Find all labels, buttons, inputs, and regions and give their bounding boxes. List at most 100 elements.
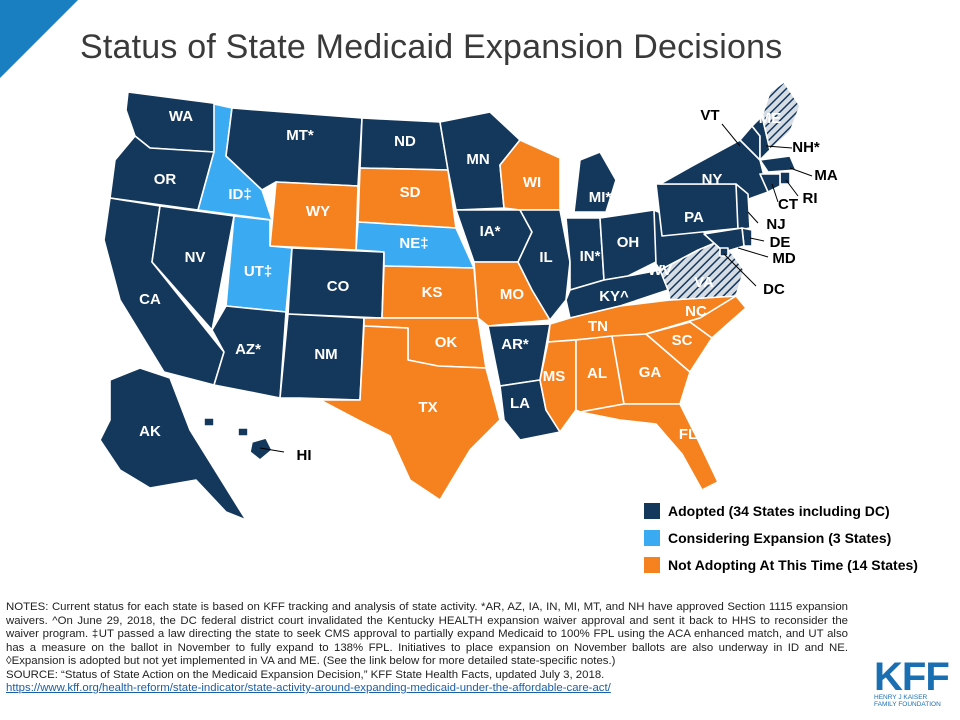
leader-line-nh — [765, 145, 793, 149]
state-label-or: OR — [154, 171, 177, 188]
us-map: WA OR CA NV ID‡ MT* WY UT‡ AZ* CO NM ND SD NE‡ KS OK TX M… — [99, 81, 838, 521]
state-tx — [319, 325, 501, 501]
state-label-ct: CT — [778, 196, 798, 213]
leader-lines — [259, 123, 813, 453]
state-label-ar: AR* — [501, 336, 529, 353]
state-label-vt: VT — [700, 107, 719, 124]
state-label-nh: NH* — [792, 139, 820, 156]
source-link[interactable]: https://www.kff.org/health-reform/state-… — [6, 682, 611, 694]
state-label-nm: NM — [314, 346, 337, 363]
state-label-wy: WY — [306, 203, 330, 220]
page-title: Status of State Medicaid Expansion Decis… — [80, 28, 783, 66]
state-nm — [279, 313, 365, 401]
state-label-ky: KY^ — [599, 288, 629, 305]
state-fl — [579, 403, 719, 491]
legend-item-considering: Considering Expansion (3 States) — [644, 524, 918, 551]
state-label-fl: FL — [679, 426, 697, 443]
legend-swatch-considering — [644, 529, 660, 546]
state-label-ms: MS — [543, 368, 566, 385]
state-label-me: ME — [759, 110, 782, 127]
corner-accent — [0, 0, 78, 78]
legend-label-adopted: Adopted (34 States including DC) — [668, 502, 890, 519]
state-label-id: ID‡ — [228, 186, 251, 203]
leader-line-md — [737, 247, 769, 258]
state-ct — [759, 173, 781, 193]
state-label-nc: NC — [685, 303, 707, 320]
state-nc — [645, 295, 747, 339]
leader-line-nj — [747, 211, 759, 224]
state-label-pa: PA — [684, 209, 704, 226]
state-label-tx: TX — [418, 399, 437, 416]
state-label-hi: HI — [297, 447, 312, 464]
state-label-ak: AK — [139, 423, 161, 440]
state-label-il: IL — [539, 249, 552, 266]
state-label-ks: KS — [422, 284, 443, 301]
state-mi — [573, 151, 617, 213]
state-ma — [759, 155, 797, 173]
state-label-de: DE — [770, 234, 791, 251]
leader-line-vt — [721, 123, 741, 147]
state-label-in: IN* — [580, 248, 601, 265]
state-label-sd: SD — [400, 184, 421, 201]
state-hi — [203, 417, 215, 427]
state-nv — [151, 205, 235, 331]
state-il — [517, 209, 571, 321]
state-label-az: AZ* — [235, 341, 261, 358]
state-label-nv: NV — [185, 249, 206, 266]
legend-item-not-adopting: Not Adopting At This Time (14 States) — [644, 551, 918, 578]
state-label-mn: MN — [466, 151, 489, 168]
state-label-la: LA — [510, 395, 530, 412]
state-label-wa: WA — [169, 108, 193, 125]
legend-label-considering: Considering Expansion (3 States) — [668, 529, 892, 546]
state-dc — [719, 247, 729, 257]
state-label-mt: MT* — [286, 127, 314, 144]
state-ri — [779, 171, 791, 185]
leader-line-ma — [789, 167, 813, 177]
state-label-co: CO — [327, 278, 350, 295]
state-label-tn: TN — [588, 318, 608, 335]
leader-line-dc — [723, 253, 757, 287]
state-label-dc: DC — [763, 281, 785, 298]
notes-body: NOTES: Current status for each state is … — [6, 601, 848, 667]
kff-logo-line2: FAMILY FOUNDATION — [874, 701, 941, 708]
state-label-nj: NJ — [766, 216, 785, 233]
state-ga — [611, 333, 691, 405]
state-label-ut: UT‡ — [244, 263, 272, 280]
state-label-ny: NY — [702, 171, 723, 188]
state-label-al: AL — [587, 365, 607, 382]
legend-swatch-not-adopting — [644, 556, 660, 573]
state-label-nd: ND — [394, 133, 416, 150]
state-label-ga: GA — [639, 364, 662, 381]
state-label-ok: OK — [435, 334, 458, 351]
legend-label-not-adopting: Not Adopting At This Time (14 States) — [668, 556, 918, 573]
state-label-wi: WI — [523, 174, 541, 191]
leader-line-hi — [259, 447, 285, 453]
legend-item-adopted: Adopted (34 States including DC) — [644, 497, 918, 524]
state-labels: WA OR CA NV ID‡ MT* WY UT‡ AZ* CO NM ND SD NE‡ KS OK TX M… — [139, 107, 838, 464]
state-hi — [249, 437, 273, 461]
state-md — [703, 227, 745, 253]
leader-line-ri — [785, 179, 799, 197]
state-label-mo: MO — [500, 286, 524, 303]
state-me — [761, 81, 801, 151]
legend: Adopted (34 States including DC) Conside… — [644, 497, 918, 578]
state-az — [211, 305, 287, 399]
notes: NOTES: Current status for each state is … — [6, 601, 848, 696]
state-label-sc: SC — [672, 332, 693, 349]
kff-logo-mark: KFF — [874, 655, 950, 699]
state-label-ma: MA — [814, 167, 837, 184]
state-label-ia: IA* — [480, 223, 501, 240]
kff-logo-line1: HENRY J KAISER — [874, 694, 928, 701]
state-label-oh: OH — [617, 234, 640, 251]
state-label-wv: WV — [648, 262, 672, 279]
states-layer — [99, 81, 801, 521]
state-label-ca: CA — [139, 291, 161, 308]
state-label-va: VA — [694, 274, 714, 291]
state-oh — [599, 209, 661, 281]
state-hi — [237, 427, 249, 437]
legend-swatch-adopted — [644, 502, 660, 519]
state-label-mi: MI* — [589, 189, 612, 206]
notes-source: SOURCE: “Status of State Action on the M… — [6, 668, 605, 681]
state-ak — [99, 367, 247, 521]
leader-line-ct — [771, 183, 779, 203]
